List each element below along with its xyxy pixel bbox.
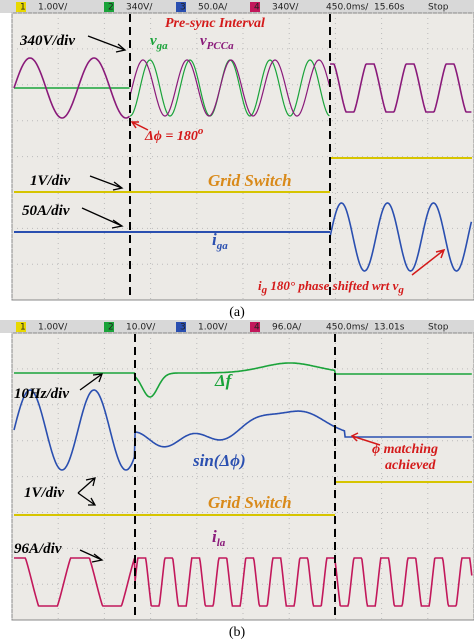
toolbar-item: 2 [108,3,114,13]
scale-label: 50A/div [22,203,70,219]
toolbar-item: Stop [428,3,449,13]
red-arrows [130,121,446,446]
toolbar-item: 340V/ [272,3,299,13]
channel-badge [16,2,26,12]
annotations: 340V/div vga vPCCa Pre-sync Interval Δϕ … [14,16,438,640]
waveform [129,59,331,117]
arrow [89,175,124,191]
note-label: achieved [385,458,437,473]
switch-label: Grid Switch [208,171,292,190]
scale-label: 1V/div [24,485,64,501]
label-sub: la [217,537,226,549]
arrow [411,248,446,276]
waveform [14,557,473,607]
waveform [13,57,131,119]
toolbar-item: 1 [20,3,26,13]
signal-label: iga [212,230,228,252]
scale-label: 340V/div [19,33,75,49]
arrow [79,373,103,391]
label-main: i [258,278,262,293]
toolbar [0,320,474,333]
channel-badge [104,322,114,332]
label-main: i [212,230,217,249]
label-sup: o [198,125,204,137]
toolbar-item: 450.0ms/ [326,323,369,333]
toolbar-item: 3 [180,323,186,333]
panel-b: 1 1.00V/2 10.0V/3 1.00V/4 96.0A/450.0ms/13.0… [0,320,474,621]
signal-label: sin(Δϕ) [192,451,246,470]
toolbar-item: 50.0A/ [198,3,228,13]
scale-label: 10Hz/div [14,386,69,402]
channel-badge [104,2,114,12]
note-label: ig 180° phase shifted wrt vg [258,278,404,296]
signal-label: vga [150,33,168,52]
waveform [330,63,472,113]
toolbar-item: 340V/ [126,3,153,13]
scale-label: 96A/div [14,541,62,557]
channel-badge [250,322,260,332]
label-sub: ga [156,40,169,52]
toolbar-item: 13.01s [374,323,405,333]
toolbar-item: 10.0V/ [126,323,156,333]
caption: (b) [229,625,246,640]
signal-label: ila [212,527,226,549]
caption: (a) [229,305,245,320]
channel-badge [250,2,260,12]
arrows [77,35,127,563]
label-main: v [150,33,157,49]
label-main: i [212,527,217,546]
toolbar-item: Stop [428,323,449,333]
toolbar-item: 4 [254,3,260,13]
toolbar [0,0,474,13]
toolbar-item: 4 [254,323,260,333]
waveforms [13,14,473,620]
label-main: v [200,33,207,49]
channel-badge [16,322,26,332]
channel-badge [176,2,186,12]
toolbar-item: 2 [108,323,114,333]
switch-label: Grid Switch [208,493,292,512]
toolbar-item: 15.60s [374,3,405,13]
interval-label: Pre-sync Interval [165,16,265,31]
label-main: Δϕ = 180 [144,129,198,144]
signal-label: vPCCa [200,33,234,52]
note-label: ϕ matching [372,442,438,457]
toolbar-item: 1.00V/ [38,323,68,333]
label-sub: g [397,284,404,296]
toolbar-item: 1.00V/ [38,3,68,13]
label-sub: PCCa [207,40,234,52]
toolbar-item: 3 [180,3,186,13]
toolbar-item: 450.0ms/ [326,3,369,13]
toolbar-item: 1 [20,323,26,333]
arrow [77,492,97,506]
waveform [329,202,473,272]
channel-badge [176,322,186,332]
label-sub: ga [216,240,229,252]
phase-label: Δϕ = 180o [144,125,204,144]
arrow [87,35,127,53]
arrow [130,121,149,131]
arrow [350,432,381,446]
label-sub: g [261,284,268,296]
signal-label: Δf [214,371,234,390]
scale-label: 1V/div [30,173,70,189]
toolbar-item: 96.0A/ [272,323,302,333]
label-main: 180° phase shifted wrt v [267,278,398,293]
arrow [81,207,124,229]
toolbar-item: 1.00V/ [198,323,228,333]
waveform [14,362,472,398]
arrow [77,477,96,494]
arrow [79,549,104,563]
waveform [13,389,472,471]
